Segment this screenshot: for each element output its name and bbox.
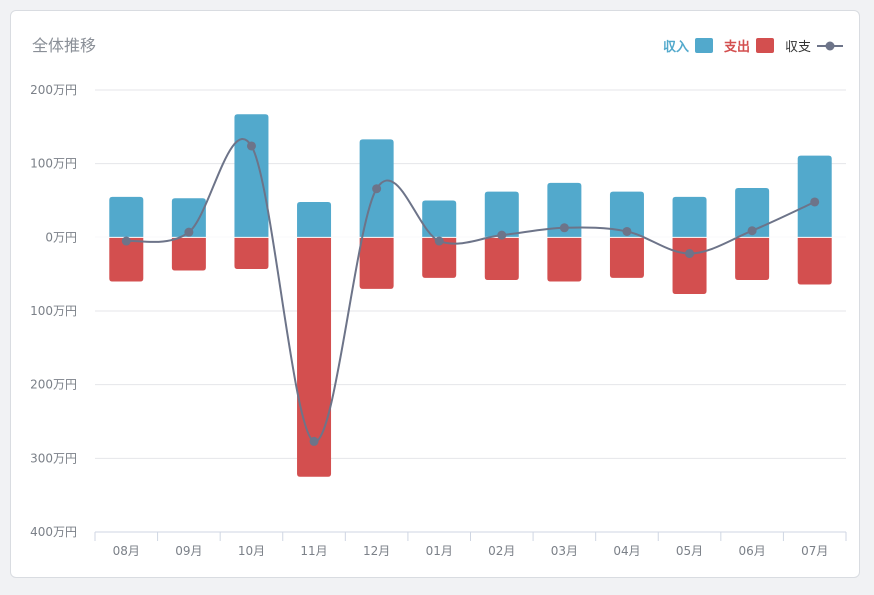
expense-bar: [422, 237, 457, 278]
x-tick-label: 02月: [488, 544, 515, 558]
x-tick-label: 09月: [175, 544, 202, 558]
net-point: [559, 223, 569, 233]
chart-card: 全体推移 収入 支出 収支: [10, 10, 860, 578]
y-tick-label: 300万円: [30, 451, 77, 465]
legend-expense-swatch[interactable]: [755, 38, 774, 53]
income-bar: [735, 187, 770, 238]
x-tick-label: 03月: [551, 544, 578, 558]
income-bar: [234, 114, 269, 238]
expense-bar: [609, 237, 644, 278]
legend-net-label[interactable]: 収支: [784, 40, 811, 55]
x-tick-label: 01月: [426, 544, 453, 558]
income-bar: [171, 198, 206, 238]
net-point: [622, 226, 632, 236]
x-tick-label: 10月: [238, 544, 265, 558]
net-point: [184, 227, 194, 237]
income-bar: [484, 191, 519, 238]
net-point: [497, 230, 507, 240]
income-bar: [422, 200, 457, 238]
expense-bar: [297, 237, 332, 477]
net-point: [121, 236, 131, 246]
net-point: [747, 226, 757, 236]
expense-bar: [171, 237, 206, 271]
x-tick-label: 07月: [801, 544, 828, 558]
expense-bar: [735, 237, 770, 281]
y-tick-label: 200万円: [30, 378, 77, 392]
y-tick-label: 0万円: [45, 230, 77, 244]
y-tick-label: 100万円: [30, 304, 77, 318]
legend-net-line-icon[interactable]: [817, 39, 843, 53]
y-tick-label: 400万円: [30, 525, 77, 539]
expense-bar: [797, 237, 832, 285]
legend: 収入 支出 収支: [663, 36, 843, 55]
x-tick-label: 11月: [300, 544, 327, 558]
net-point: [372, 184, 382, 194]
x-tick-label: 06月: [738, 544, 765, 558]
expense-bar: [672, 237, 707, 295]
expense-bar: [359, 237, 394, 289]
income-bar: [297, 201, 332, 238]
expense-bar: [109, 237, 144, 282]
legend-expense-label[interactable]: 支出: [723, 40, 750, 55]
net-line: [126, 137, 816, 443]
net-point: [685, 249, 695, 259]
income-bar: [547, 182, 582, 238]
legend-income-label[interactable]: 収入: [662, 40, 689, 55]
legend-income-swatch[interactable]: [694, 38, 713, 53]
income-bar: [797, 155, 832, 238]
expense-bar: [547, 237, 582, 282]
y-tick-label: 200万円: [30, 83, 77, 97]
y-tick-label: 100万円: [30, 157, 77, 171]
x-tick-label: 04月: [613, 544, 640, 558]
x-tick-label: 08月: [113, 544, 140, 558]
chart-title: 全体推移: [32, 36, 97, 55]
net-point: [246, 141, 256, 151]
income-bar: [672, 196, 707, 238]
x-tick-label: 05月: [676, 544, 703, 558]
expense-bar: [484, 237, 519, 281]
net-point: [434, 236, 444, 246]
income-bar: [109, 196, 144, 238]
net-point: [309, 436, 319, 446]
net-point: [810, 197, 820, 207]
expense-bar: [234, 237, 269, 270]
income-bar: [609, 191, 644, 238]
x-tick-label: 12月: [363, 544, 390, 558]
